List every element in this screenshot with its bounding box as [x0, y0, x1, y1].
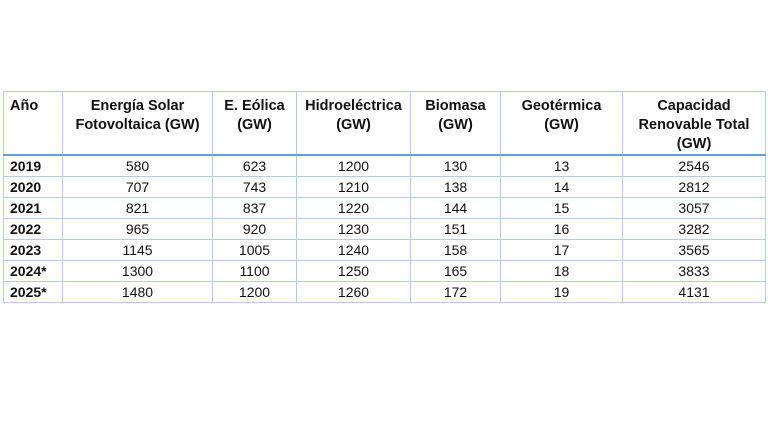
value-cell: 1210 — [296, 176, 411, 198]
year-cell: 2024* — [3, 260, 63, 282]
value-cell: 19 — [500, 281, 623, 303]
table-row: 2021 821 837 1220 144 15 3057 — [3, 197, 766, 219]
table-body: 2019 580 623 1200 130 13 2546 2020 707 743 1210 138… — [3, 154, 766, 303]
header-cell: Capacidad Renovable Total (GW) — [622, 91, 766, 156]
value-cell: 18 — [500, 260, 623, 282]
header-cell: Año — [3, 91, 63, 156]
data-table: Año Energía Solar Fotovoltaica (GW) E. Eól… — [3, 91, 766, 303]
value-cell: 15 — [500, 197, 623, 219]
value-cell: 3282 — [622, 218, 766, 240]
value-cell: 1250 — [296, 260, 411, 282]
year-cell: 2021 — [3, 197, 63, 219]
header-cell: Hidroeléctrica (GW) — [296, 91, 411, 156]
header-cell: Geotérmica (GW) — [500, 91, 623, 156]
value-cell: 1480 — [62, 281, 213, 303]
value-cell: 1220 — [296, 197, 411, 219]
value-cell: 1100 — [212, 260, 297, 282]
value-cell: 965 — [62, 218, 213, 240]
value-cell: 1200 — [212, 281, 297, 303]
value-cell: 172 — [410, 281, 501, 303]
value-cell: 151 — [410, 218, 501, 240]
table-row: 2019 580 623 1200 130 13 2546 — [3, 154, 766, 177]
value-cell: 1260 — [296, 281, 411, 303]
value-cell: 158 — [410, 239, 501, 261]
header-row: Año Energía Solar Fotovoltaica (GW) E. Eól… — [3, 91, 766, 156]
year-cell: 2022 — [3, 218, 63, 240]
value-cell: 920 — [212, 218, 297, 240]
value-cell: 623 — [212, 154, 297, 177]
value-cell: 1145 — [62, 239, 213, 261]
year-cell: 2023 — [3, 239, 63, 261]
value-cell: 144 — [410, 197, 501, 219]
year-cell: 2019 — [3, 154, 63, 177]
value-cell: 3565 — [622, 239, 766, 261]
value-cell: 3833 — [622, 260, 766, 282]
value-cell: 743 — [212, 176, 297, 198]
year-cell: 2025* — [3, 281, 63, 303]
value-cell: 130 — [410, 154, 501, 177]
table-row: 2022 965 920 1230 151 16 3282 — [3, 218, 766, 240]
table-head: Año Energía Solar Fotovoltaica (GW) E. Eól… — [3, 91, 766, 156]
value-cell: 17 — [500, 239, 623, 261]
header-cell: E. Eólica (GW) — [212, 91, 297, 156]
table-row: 2023 1145 1005 1240 158 17 3565 — [3, 239, 766, 261]
year-cell: 2020 — [3, 176, 63, 198]
value-cell: 580 — [62, 154, 213, 177]
value-cell: 1300 — [62, 260, 213, 282]
table-row: 2020 707 743 1210 138 14 2812 — [3, 176, 766, 198]
value-cell: 1005 — [212, 239, 297, 261]
value-cell: 4131 — [622, 281, 766, 303]
header-cell: Biomasa (GW) — [410, 91, 501, 156]
value-cell: 1200 — [296, 154, 411, 177]
value-cell: 165 — [410, 260, 501, 282]
value-cell: 13 — [500, 154, 623, 177]
table-row: 2025* 1480 1200 1260 172 19 4131 — [3, 281, 766, 303]
value-cell: 707 — [62, 176, 213, 198]
value-cell: 14 — [500, 176, 623, 198]
value-cell: 3057 — [622, 197, 766, 219]
header-cell: Energía Solar Fotovoltaica (GW) — [62, 91, 213, 156]
value-cell: 821 — [62, 197, 213, 219]
value-cell: 1230 — [296, 218, 411, 240]
table-row: 2024* 1300 1100 1250 165 18 3833 — [3, 260, 766, 282]
value-cell: 2812 — [622, 176, 766, 198]
value-cell: 837 — [212, 197, 297, 219]
value-cell: 16 — [500, 218, 623, 240]
value-cell: 2546 — [622, 154, 766, 177]
value-cell: 1240 — [296, 239, 411, 261]
value-cell: 138 — [410, 176, 501, 198]
